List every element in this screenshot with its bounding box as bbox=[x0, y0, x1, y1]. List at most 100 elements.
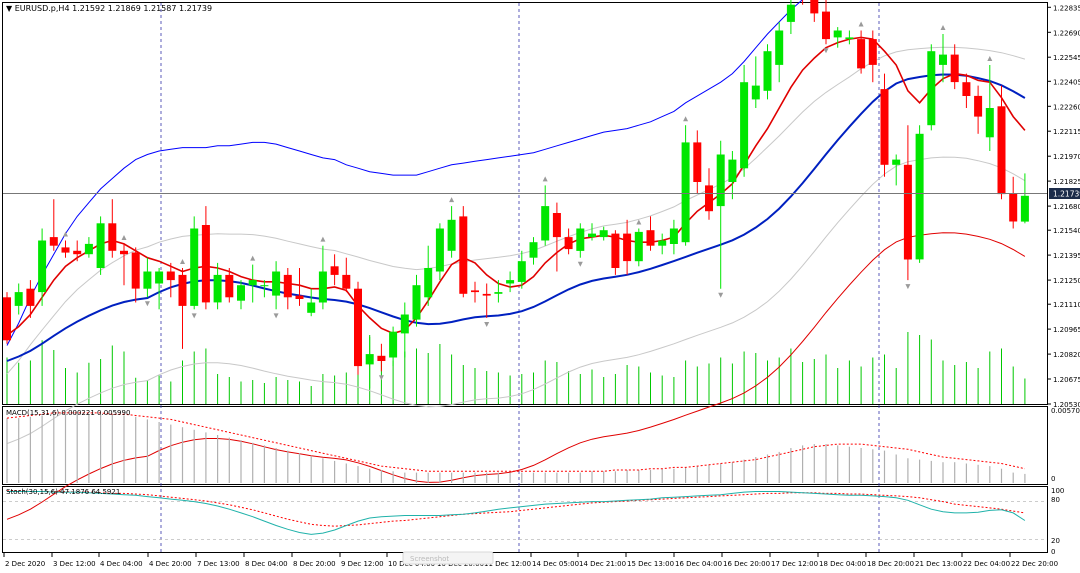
fractal-arrow-5 bbox=[250, 255, 256, 261]
stoch-axis-20: 20 bbox=[1051, 537, 1060, 545]
candle-body-5 bbox=[61, 247, 70, 253]
candle-body-20 bbox=[237, 285, 245, 301]
time-tick-label-6: 8 Dec 20:00 bbox=[293, 560, 336, 568]
candle-body-34 bbox=[400, 314, 409, 334]
candle-body-33 bbox=[389, 331, 398, 358]
moving-average-fast-line bbox=[6, 36, 1026, 336]
price-tick-label-10: 1.21395 bbox=[1053, 252, 1080, 260]
price-tick-label-9: 1.21540 bbox=[1053, 227, 1080, 235]
candle-body-69 bbox=[810, 0, 819, 14]
candle-body-78 bbox=[915, 133, 924, 260]
stoch-axis-80: 80 bbox=[1051, 496, 1060, 504]
candle-body-9 bbox=[108, 223, 117, 251]
time-tick-label-14: 16 Dec 04:00 bbox=[675, 560, 722, 568]
price-tick-label-12: 1.21110 bbox=[1053, 301, 1080, 309]
candle-body-2 bbox=[26, 288, 35, 306]
price-axis: 1.22835 1.22690 1.22545 1.22405 1.22260 1.221… bbox=[1047, 4, 1080, 409]
candle-body-36 bbox=[424, 268, 433, 298]
candle-body-42 bbox=[494, 292, 503, 294]
candle-body-30 bbox=[354, 288, 362, 367]
envelope-lower-line bbox=[6, 156, 1026, 445]
symbol-menu-icon[interactable]: ▼ bbox=[6, 4, 13, 13]
time-tick-label-21: 22 Dec 20:00 bbox=[1011, 560, 1058, 568]
candle-body-82 bbox=[962, 82, 971, 96]
stoch-main-line bbox=[7, 491, 1026, 535]
price-tick-label-13: 1.20965 bbox=[1053, 326, 1080, 334]
candle-body-67 bbox=[786, 4, 795, 22]
time-tick-label-1: 3 Dec 12:00 bbox=[53, 560, 96, 568]
time-tick-label-13: 15 Dec 13:00 bbox=[627, 560, 674, 568]
candle-body-39 bbox=[459, 216, 468, 294]
fractal-arrow-11 bbox=[542, 176, 548, 182]
candle-body-61 bbox=[716, 154, 725, 207]
price-tick-label-8: 1.21680 bbox=[1053, 203, 1080, 211]
time-tick-label-3: 4 Dec 20:00 bbox=[149, 560, 192, 568]
fractal-arrow-9 bbox=[449, 197, 455, 203]
candle-body-77 bbox=[903, 164, 912, 260]
candle-body-53 bbox=[623, 233, 632, 262]
candle-body-54 bbox=[634, 231, 643, 262]
main-price-panel[interactable] bbox=[2, 2, 1048, 405]
candle-body-72 bbox=[845, 37, 854, 40]
candle-body-10 bbox=[120, 250, 128, 255]
candle-body-28 bbox=[330, 266, 339, 275]
candle-body-23 bbox=[272, 271, 281, 296]
candle-body-87 bbox=[1020, 195, 1029, 222]
stochastic-lines bbox=[3, 490, 1047, 540]
time-tick-label-15: 16 Dec 20:00 bbox=[723, 560, 770, 568]
price-tick-label-3: 1.22405 bbox=[1053, 78, 1080, 86]
ohlc-values: 1.21592 1.21869 1.21587 1.21739 bbox=[72, 4, 213, 13]
candle-body-32 bbox=[377, 355, 386, 361]
time-tick-label-12: 14 Dec 21:00 bbox=[579, 560, 626, 568]
price-tick-label-1: 1.22690 bbox=[1053, 29, 1080, 37]
fractal-arrow-0 bbox=[63, 231, 68, 237]
time-tick-label-16: 17 Dec 12:00 bbox=[771, 560, 818, 568]
fractal-arrow-12 bbox=[577, 261, 583, 267]
time-tick-label-10: 11 Dec 12:00 bbox=[484, 560, 531, 568]
candle-body-3 bbox=[38, 240, 47, 293]
candle-body-17 bbox=[201, 225, 210, 303]
fractal-arrow-14 bbox=[683, 116, 689, 122]
watermark-badge: Screenshot bbox=[402, 551, 494, 565]
price-tick-label-5: 1.22115 bbox=[1053, 128, 1080, 136]
macd-axis-zero: 0 bbox=[1051, 475, 1055, 483]
candle-body-27 bbox=[318, 271, 327, 303]
fractal-arrow-8 bbox=[378, 375, 384, 381]
candle-body-19 bbox=[225, 274, 234, 298]
candle-body-57 bbox=[669, 228, 678, 244]
price-tick-label-2: 1.22545 bbox=[1053, 54, 1080, 62]
symbol-header: ▼ EURUSD.p,H4 1.21592 1.21869 1.21587 1.… bbox=[6, 4, 212, 13]
candle-body-26 bbox=[307, 302, 316, 313]
price-tick-label-16: 1.20530 bbox=[1053, 401, 1080, 409]
price-tick-label-11: 1.21250 bbox=[1053, 277, 1080, 285]
candle-body-43 bbox=[506, 280, 515, 284]
stoch-axis-100: 100 bbox=[1051, 487, 1064, 495]
candle-body-46 bbox=[541, 206, 550, 241]
fractal-arrow-2 bbox=[144, 301, 150, 307]
candle-body-59 bbox=[693, 142, 702, 182]
price-tick-label-4: 1.22260 bbox=[1053, 103, 1080, 111]
volume-bars bbox=[6, 332, 1026, 404]
current-price-label: 1.21739 bbox=[1053, 190, 1080, 199]
candle-body-55 bbox=[646, 230, 655, 246]
fractal-arrow-17 bbox=[823, 48, 829, 54]
candlesticks[interactable] bbox=[3, 0, 1029, 389]
stoch-axis: 100 80 20 0 bbox=[1051, 487, 1064, 556]
fractal-arrow-19 bbox=[905, 284, 911, 290]
candle-body-79 bbox=[927, 51, 936, 126]
macd-histogram bbox=[6, 412, 1026, 483]
time-tick-label-2: 4 Dec 04:00 bbox=[100, 560, 143, 568]
candle-body-58 bbox=[681, 142, 690, 243]
price-tick-label-6: 1.21970 bbox=[1053, 153, 1080, 161]
symbol-label: EURUSD.p,H4 bbox=[14, 4, 70, 13]
indicator-lines bbox=[6, 0, 1026, 520]
price-tick-label-14: 1.20820 bbox=[1053, 351, 1080, 359]
fractal-arrow-4 bbox=[191, 313, 197, 319]
bollinger-upper-line bbox=[6, 0, 803, 346]
time-tick-label-11: 14 Dec 05:00 bbox=[532, 560, 579, 568]
fractal-arrow-1 bbox=[121, 234, 127, 240]
candle-body-56 bbox=[658, 240, 667, 246]
candle-body-74 bbox=[868, 39, 877, 65]
